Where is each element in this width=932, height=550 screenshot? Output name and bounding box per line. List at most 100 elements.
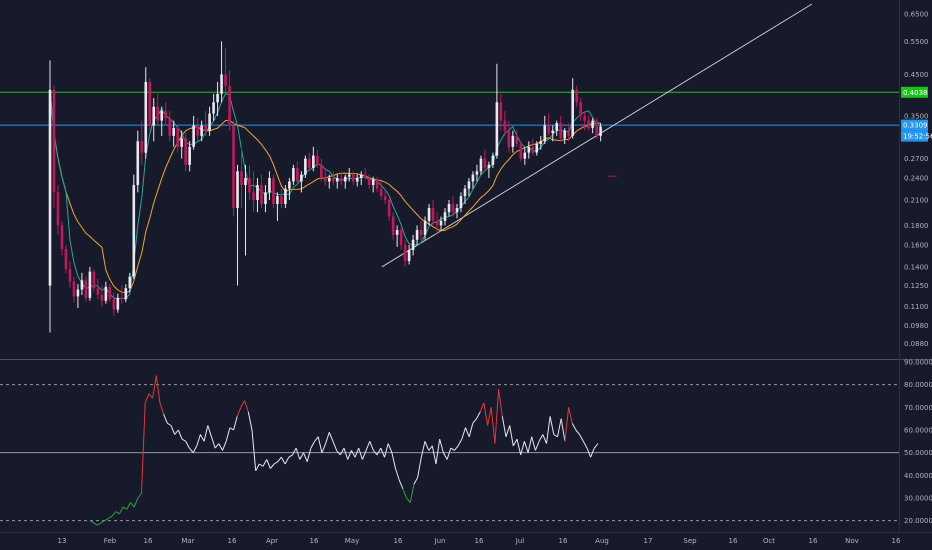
oscillator-segment [159, 402, 165, 415]
candle-body [527, 146, 531, 153]
candle-body [487, 164, 491, 169]
candle-body [571, 89, 574, 136]
oscillator-segment [244, 400, 249, 413]
oscillator-segment [498, 389, 503, 417]
candle-body [144, 81, 148, 153]
candle-body [391, 216, 395, 235]
candle-body [599, 126, 602, 136]
oscillator-segment [560, 418, 566, 442]
candle-body [511, 135, 515, 147]
candle-body [507, 130, 511, 147]
time-tick-label: Apr [266, 537, 278, 545]
oscillator-segment [446, 447, 452, 460]
candle-body [288, 181, 291, 189]
countdown-label: 19:52:56 [903, 133, 932, 141]
candle-body [347, 174, 351, 177]
oscillator-tick-label: 90.0000 [904, 359, 932, 367]
candle-body [335, 178, 339, 182]
oscillator-segment [380, 447, 385, 458]
oscillator-segment [339, 447, 345, 456]
candle-body [64, 249, 68, 270]
oscillator-segment [512, 438, 518, 447]
oscillator-segment [137, 493, 142, 499]
candle-body [280, 196, 283, 205]
candle-body [56, 192, 60, 226]
oscillator-segment [395, 468, 400, 481]
oscillator-segment [586, 447, 592, 458]
oscillator-segment [181, 438, 186, 442]
candle-body [212, 102, 215, 114]
oscillator-segment [494, 389, 500, 444]
candle-body [423, 220, 427, 235]
oscillator-segment [454, 445, 459, 451]
oscillator-segment [387, 443, 393, 453]
oscillator-segment [277, 456, 282, 463]
time-tick-label: 16 [144, 537, 153, 545]
oscillator-segment [152, 375, 157, 399]
candle-body [403, 244, 407, 262]
candle-body [371, 179, 375, 186]
oscillator-segment [542, 434, 547, 444]
time-tick-label: 16 [559, 537, 568, 545]
price-axis[interactable]: 0.65000.55000.45000.35000.31000.27000.24… [904, 10, 929, 348]
oscillator-segment [490, 407, 496, 444]
oscillator-segment [365, 441, 371, 451]
oscillator-tick-label: 20.0000 [904, 517, 932, 525]
candle-body [316, 155, 319, 165]
oscillator-segment [97, 522, 102, 526]
oscillator-segment [384, 443, 389, 458]
candle-body [567, 130, 570, 136]
candle-body [543, 125, 547, 142]
candle-body [579, 102, 582, 116]
oscillator-pane[interactable] [0, 375, 899, 526]
candle-body [399, 230, 403, 245]
oscillator-tick-label: 80.0000 [904, 381, 932, 389]
oscillator-segment [185, 441, 190, 449]
oscillator-segment [155, 375, 161, 403]
candle-body [407, 250, 411, 262]
candle-body [328, 178, 331, 182]
candle-body [96, 288, 100, 296]
countdown-badge [901, 130, 928, 142]
candle-body [591, 120, 594, 129]
candle-body [104, 286, 108, 301]
oscillator-segment [575, 429, 580, 435]
oscillator-segment [568, 407, 573, 424]
candle-body [100, 295, 104, 301]
oscillator-segment [538, 434, 544, 442]
candle-body [136, 141, 140, 186]
candle-body [575, 89, 578, 103]
candle-body [395, 230, 399, 235]
price-pane[interactable] [0, 3, 899, 333]
candle-body [224, 74, 227, 86]
candle-body [124, 288, 128, 300]
oscillator-segment [255, 463, 260, 472]
candle-body [555, 123, 559, 131]
candle-body [164, 111, 168, 119]
candle-body [451, 204, 455, 213]
candle-body [320, 164, 323, 179]
price-tick-label: 0.2100 [904, 197, 929, 205]
time-tick-label: 16 [892, 537, 901, 545]
oscillator-segment [225, 427, 231, 442]
oscillator-segment [314, 436, 319, 442]
time-tick-label: 16 [475, 537, 484, 545]
candle-body [455, 208, 459, 213]
price-tick-label: 0.6500 [904, 10, 929, 18]
oscillator-segment [424, 441, 430, 451]
candle-body [52, 89, 56, 193]
oscillator-axis[interactable]: 90.0000 80.0000 70.0000 60.0000 50.0000 40.00… [904, 359, 932, 526]
time-tick-label: Feb [104, 537, 117, 545]
time-axis[interactable]: 13 Feb 16 Mar 16 Apr 16 May 16 Jun 16 Jul 16 Aug 17 Sep… [58, 537, 901, 545]
oscillator-segment [89, 520, 94, 524]
candle-body [324, 178, 327, 182]
oscillator-segment [247, 411, 253, 431]
oscillator-segment [336, 450, 341, 456]
price-tick-label: 0.0980 [904, 322, 929, 330]
oscillator-segment [343, 447, 349, 460]
candle-body [264, 192, 267, 205]
candle-body [240, 171, 243, 186]
candle-body [192, 125, 195, 147]
oscillator-segment [317, 436, 323, 453]
